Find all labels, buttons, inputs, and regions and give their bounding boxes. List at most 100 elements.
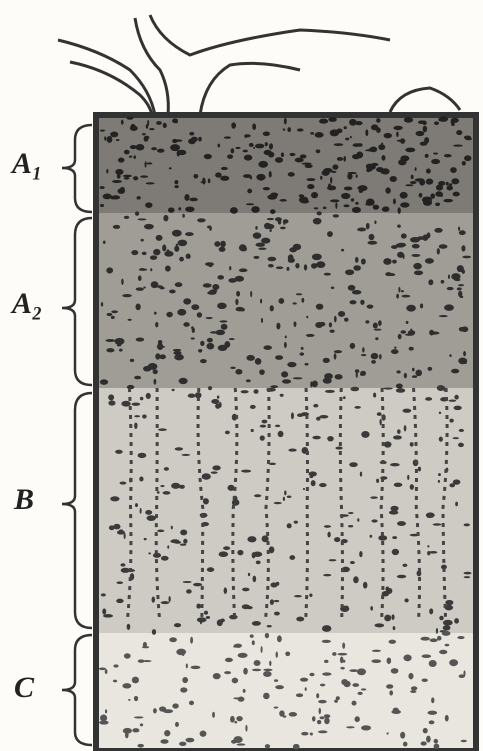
soil-speck xyxy=(386,657,392,664)
soil-speck xyxy=(165,265,171,272)
soil-speck xyxy=(240,307,245,312)
soil-speck xyxy=(133,155,137,159)
soil-speck xyxy=(455,501,458,507)
soil-speck xyxy=(231,122,237,129)
soil-speck xyxy=(207,290,217,295)
soil-speck xyxy=(189,197,198,202)
soil-speck xyxy=(155,234,163,241)
soil-speck xyxy=(106,348,115,353)
soil-speck xyxy=(375,337,379,341)
soil-speck xyxy=(123,653,131,659)
soil-speck xyxy=(162,122,167,129)
soil-speck xyxy=(99,203,105,207)
soil-speck xyxy=(299,677,309,682)
soil-speck xyxy=(300,346,304,350)
soil-speck xyxy=(133,695,139,702)
soil-speck xyxy=(223,546,231,551)
soil-speck xyxy=(431,697,435,704)
soil-speck xyxy=(402,741,408,747)
soil-speck xyxy=(224,430,230,435)
soil-speck xyxy=(286,266,290,271)
soil-speck xyxy=(335,696,340,701)
soil-speck xyxy=(141,133,146,136)
soil-speck xyxy=(228,338,235,341)
soil-speck xyxy=(171,482,181,489)
soil-speck xyxy=(395,383,403,389)
soil-speck xyxy=(397,333,402,340)
soil-speck xyxy=(434,227,443,233)
soil-speck xyxy=(252,575,257,583)
soil-speck xyxy=(463,523,470,527)
soil-speck xyxy=(259,435,265,441)
soil-speck xyxy=(183,538,188,544)
soil-speck xyxy=(229,207,238,214)
soil-speck xyxy=(435,627,439,634)
soil-speck xyxy=(122,174,132,178)
soil-speck xyxy=(357,691,363,695)
soil-speck xyxy=(231,499,240,506)
soil-speck xyxy=(445,181,449,186)
soil-speck xyxy=(153,378,157,385)
soil-speck xyxy=(100,302,104,307)
soil-speck xyxy=(414,178,425,182)
soil-speck xyxy=(174,185,179,189)
soil-speck xyxy=(292,302,297,305)
soil-speck xyxy=(201,730,205,737)
soil-speck xyxy=(158,428,167,431)
soil-speck xyxy=(463,135,472,140)
soil-speck xyxy=(135,503,138,508)
soil-speck xyxy=(353,265,361,271)
soil-speck xyxy=(242,587,250,592)
soil-speck xyxy=(116,343,122,347)
soil-speck xyxy=(267,256,277,262)
soil-speck xyxy=(329,329,335,333)
soil-speck xyxy=(261,419,268,424)
soil-speck xyxy=(292,377,303,380)
soil-speck xyxy=(230,366,236,370)
soil-speck xyxy=(276,635,282,643)
soil-speck xyxy=(441,630,451,636)
soil-speck xyxy=(350,386,360,392)
soil-speck xyxy=(135,303,141,311)
soil-speck xyxy=(120,563,126,567)
soil-speck xyxy=(315,303,324,310)
soil-speck xyxy=(320,175,323,180)
soil-speck xyxy=(295,293,303,296)
soil-speck xyxy=(309,593,313,597)
soil-speck xyxy=(203,153,212,160)
soil-speck xyxy=(254,357,262,365)
soil-speck xyxy=(153,248,161,256)
soil-speck xyxy=(123,177,130,180)
soil-speck xyxy=(457,226,461,231)
soil-speck xyxy=(345,137,350,141)
soil-speck xyxy=(397,429,401,434)
soil-speck xyxy=(427,545,430,548)
soil-speck xyxy=(145,202,153,208)
soil-speck xyxy=(294,157,304,163)
soil-speck xyxy=(358,189,364,193)
soil-speck xyxy=(259,369,265,375)
soil-speck xyxy=(164,730,171,737)
soil-speck xyxy=(421,654,432,659)
soil-speck xyxy=(151,596,156,603)
soil-speck xyxy=(183,298,192,305)
soil-speck xyxy=(456,287,462,291)
soil-speck xyxy=(178,377,188,385)
soil-speck xyxy=(402,563,408,567)
soil-speck xyxy=(100,714,108,722)
soil-speck xyxy=(238,268,248,273)
soil-speck xyxy=(340,248,345,252)
soil-speck xyxy=(178,207,182,211)
root-streak xyxy=(231,387,239,619)
soil-speck xyxy=(393,125,403,131)
soil-speck xyxy=(416,236,425,240)
soil-speck xyxy=(191,304,200,311)
soil-speck xyxy=(410,690,417,693)
soil-speck xyxy=(331,170,337,173)
soil-speck xyxy=(256,173,266,181)
soil-speck xyxy=(313,403,319,408)
soil-speck xyxy=(396,370,401,374)
soil-speck xyxy=(160,739,169,744)
